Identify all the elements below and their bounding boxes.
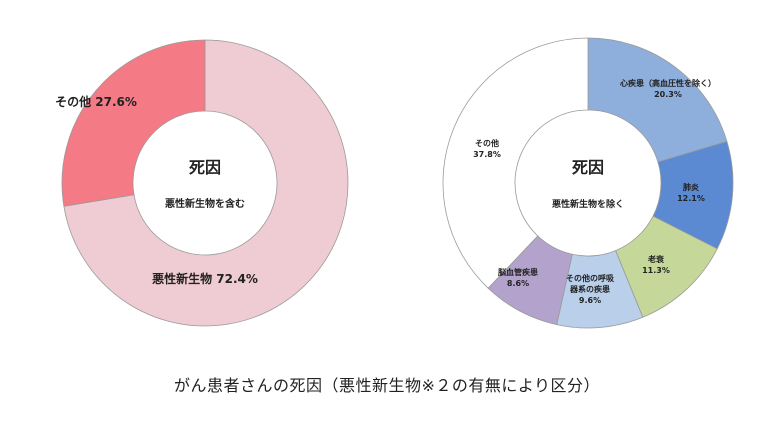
segment-label: 老衰 11.3%: [642, 254, 670, 275]
figure-caption: がん患者さんの死因（悪性新生物※２の有無により区分）: [173, 376, 601, 395]
donut-segment: [587, 37, 728, 163]
segment-label: その他 37.8%: [473, 138, 501, 159]
donut-center-title: 死因: [572, 158, 604, 177]
donut-segment: [63, 39, 349, 327]
donut-center-title: 死因: [189, 158, 221, 177]
segment-label: 心疾患（高血圧性を除く） 20.3%: [620, 78, 716, 99]
segment-label: 脳血管疾患 8.6%: [497, 267, 538, 288]
donut-segment: [61, 39, 206, 207]
segment-label: 悪性新生物 72.4%: [152, 271, 258, 286]
segment-label: その他 27.6%: [55, 94, 137, 109]
donut-center-subtitle: 悪性新生物を含む: [165, 197, 245, 210]
segment-label: その他の呼吸器系の疾患 9.6%: [566, 273, 614, 305]
segment-label: 肺炎 12.1%: [677, 182, 705, 203]
donut-segment: [442, 37, 589, 289]
donut-center-subtitle: 悪性新生物を除く: [552, 198, 624, 210]
